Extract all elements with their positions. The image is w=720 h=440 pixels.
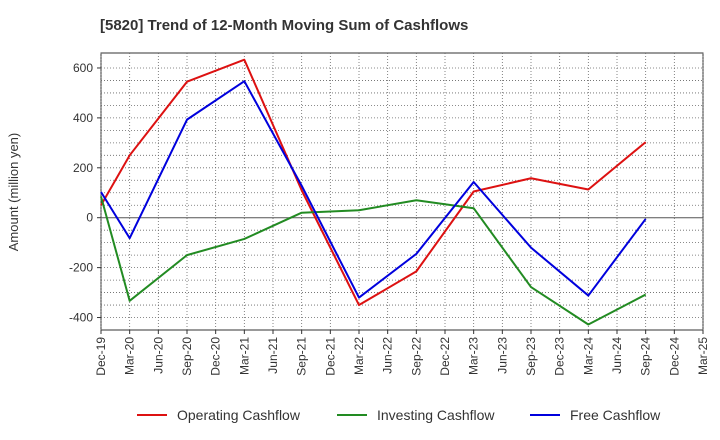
series-line-investing-cashflow — [100, 196, 647, 326]
chart-title: [5820] Trend of 12-Month Moving Sum of C… — [100, 17, 468, 34]
y-tick-label: -200 — [69, 261, 93, 275]
series-line-free-cashflow — [100, 80, 647, 299]
plot-border — [100, 52, 704, 331]
x-tick-label: Jun-20 — [151, 337, 165, 374]
legend-label: Operating Cashflow — [177, 407, 301, 423]
x-tick-label: Jun-22 — [381, 337, 395, 374]
x-tick-label: Dec-21 — [323, 337, 337, 376]
x-tick-label: Mar-24 — [581, 337, 595, 375]
x-tick-label: Dec-24 — [667, 337, 681, 376]
legend-label: Free Cashflow — [570, 407, 661, 423]
x-tick-label: Dec-23 — [553, 337, 567, 376]
series-line-operating-cashflow — [100, 58, 647, 307]
x-axis-ticks: Dec-19 Mar-20 Jun-20 Sep-20 Dec-20 Mar-21 Jun-… — [94, 330, 710, 376]
x-tick-label: Sep-22 — [409, 337, 423, 376]
y-tick-label: 400 — [73, 111, 93, 125]
x-tick-label: Mar-22 — [352, 337, 366, 375]
x-tick-label: Mar-20 — [123, 337, 137, 375]
y-tick-label: 600 — [73, 61, 93, 75]
y-axis-ticks: -400 -200 0 200 400 600 — [69, 61, 101, 325]
y-tick-label: -400 — [69, 311, 93, 325]
x-tick-label: Jun-21 — [266, 337, 280, 374]
legend: Operating Cashflow Investing Cashflow Free… — [137, 407, 661, 423]
x-tick-label: Mar-25 — [696, 337, 710, 375]
x-tick-label: Sep-21 — [295, 337, 309, 376]
plot-area — [100, 52, 704, 331]
x-tick-label: Mar-23 — [467, 337, 481, 375]
y-tick-label: 0 — [86, 211, 93, 225]
x-tick-label: Jun-24 — [610, 337, 624, 374]
x-tick-label: Sep-23 — [524, 337, 538, 376]
x-tick-label: Dec-20 — [209, 337, 223, 376]
legend-label: Investing Cashflow — [377, 407, 495, 423]
x-tick-label: Dec-22 — [438, 337, 452, 376]
x-tick-label: Sep-24 — [639, 337, 653, 376]
grid-lines — [100, 53, 704, 330]
x-tick-label: Mar-21 — [237, 337, 251, 375]
x-tick-label: Jun-23 — [495, 337, 509, 374]
x-tick-label: Sep-20 — [180, 337, 194, 376]
x-tick-label: Dec-19 — [94, 337, 108, 376]
y-tick-label: 200 — [73, 161, 93, 175]
y-axis-label: Amount (million yen) — [6, 133, 21, 252]
series-lines — [100, 58, 647, 326]
